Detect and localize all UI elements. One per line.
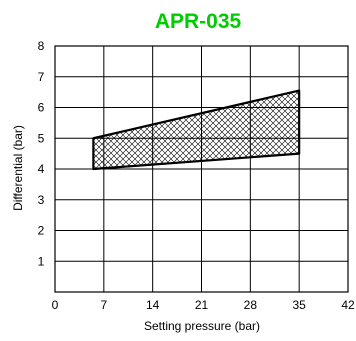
y-tick-label: 8 xyxy=(38,39,45,53)
x-tick-label: 35 xyxy=(292,298,306,312)
operating-region xyxy=(92,89,301,171)
y-tick-label: 3 xyxy=(38,193,45,207)
x-tick-label: 28 xyxy=(244,298,258,312)
y-tick-label: 2 xyxy=(38,224,45,238)
chart-title: APR-035 xyxy=(155,10,242,33)
x-tick-label: 7 xyxy=(100,298,107,312)
x-tick-label: 21 xyxy=(195,298,209,312)
y-axis-title: Differential (bar) xyxy=(11,125,25,211)
y-tick-label: 5 xyxy=(38,131,45,145)
x-tick-label: 14 xyxy=(146,298,160,312)
x-axis-title: Setting pressure (bar) xyxy=(144,319,260,333)
y-tick-label: 4 xyxy=(38,162,45,176)
x-tick-label: 42 xyxy=(341,298,355,312)
y-tick-label: 6 xyxy=(38,101,45,115)
plot-area xyxy=(92,89,301,171)
y-axis: 1 2 3 4 5 6 7 8 xyxy=(38,39,45,268)
y-tick-label: 1 xyxy=(38,254,45,268)
y-tick-label: 7 xyxy=(38,70,45,84)
x-tick-label: 0 xyxy=(52,298,59,312)
plot-frame xyxy=(54,45,349,293)
x-axis: 0 7 14 21 28 35 42 xyxy=(52,298,355,312)
